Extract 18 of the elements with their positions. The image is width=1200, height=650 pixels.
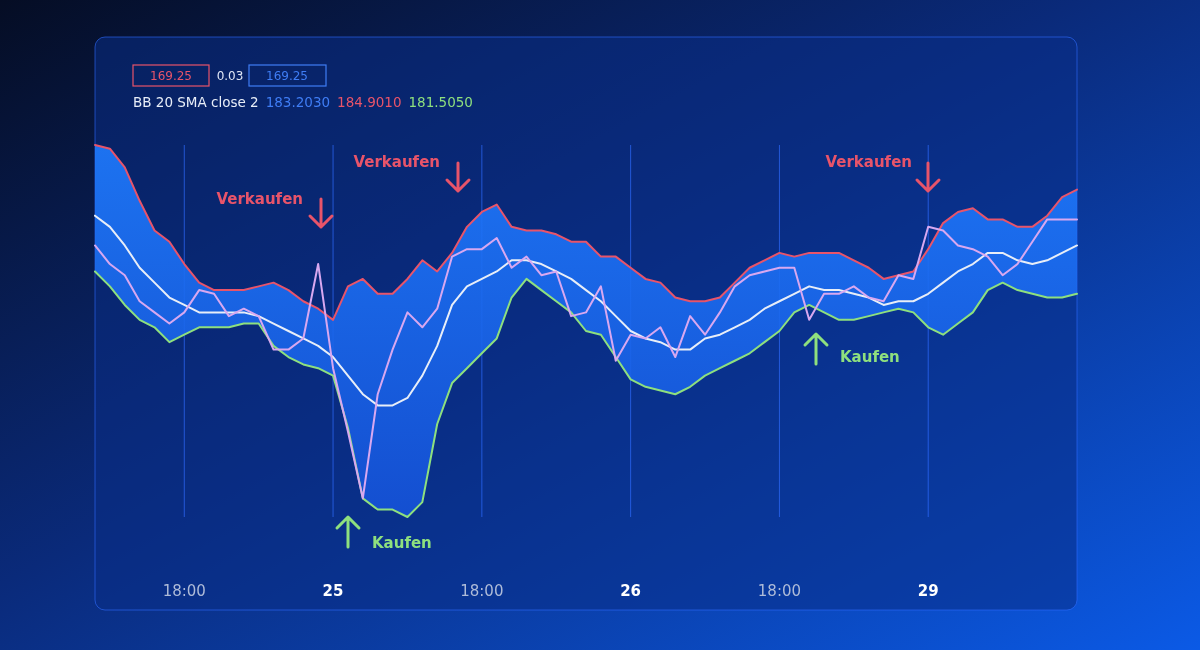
text: BB 20 SMA close 2 — [133, 94, 259, 110]
text: 183.2030 — [265, 94, 331, 110]
text: 184.9010 — [337, 94, 402, 110]
annotation: Verkaufen — [825, 153, 912, 171]
x-tick-label: 25 — [322, 582, 344, 600]
x-tick-label: 18:00 — [757, 582, 802, 600]
text: 181.5050 — [408, 94, 473, 110]
x-tick-label: 29 — [917, 582, 939, 600]
x-tick-label: 18:00 — [162, 582, 206, 600]
text: 169.25 — [266, 69, 308, 83]
text: 0.03 — [216, 69, 244, 83]
annotation: Kaufen — [840, 348, 900, 366]
text: 169.25 — [150, 69, 192, 83]
x-tick-label: 18:00 — [460, 582, 504, 600]
annotation: Verkaufen — [216, 190, 303, 208]
text: Kaufen — [372, 534, 432, 552]
x-tick-label: 26 — [620, 582, 642, 600]
annotation: Verkaufen — [353, 153, 440, 171]
